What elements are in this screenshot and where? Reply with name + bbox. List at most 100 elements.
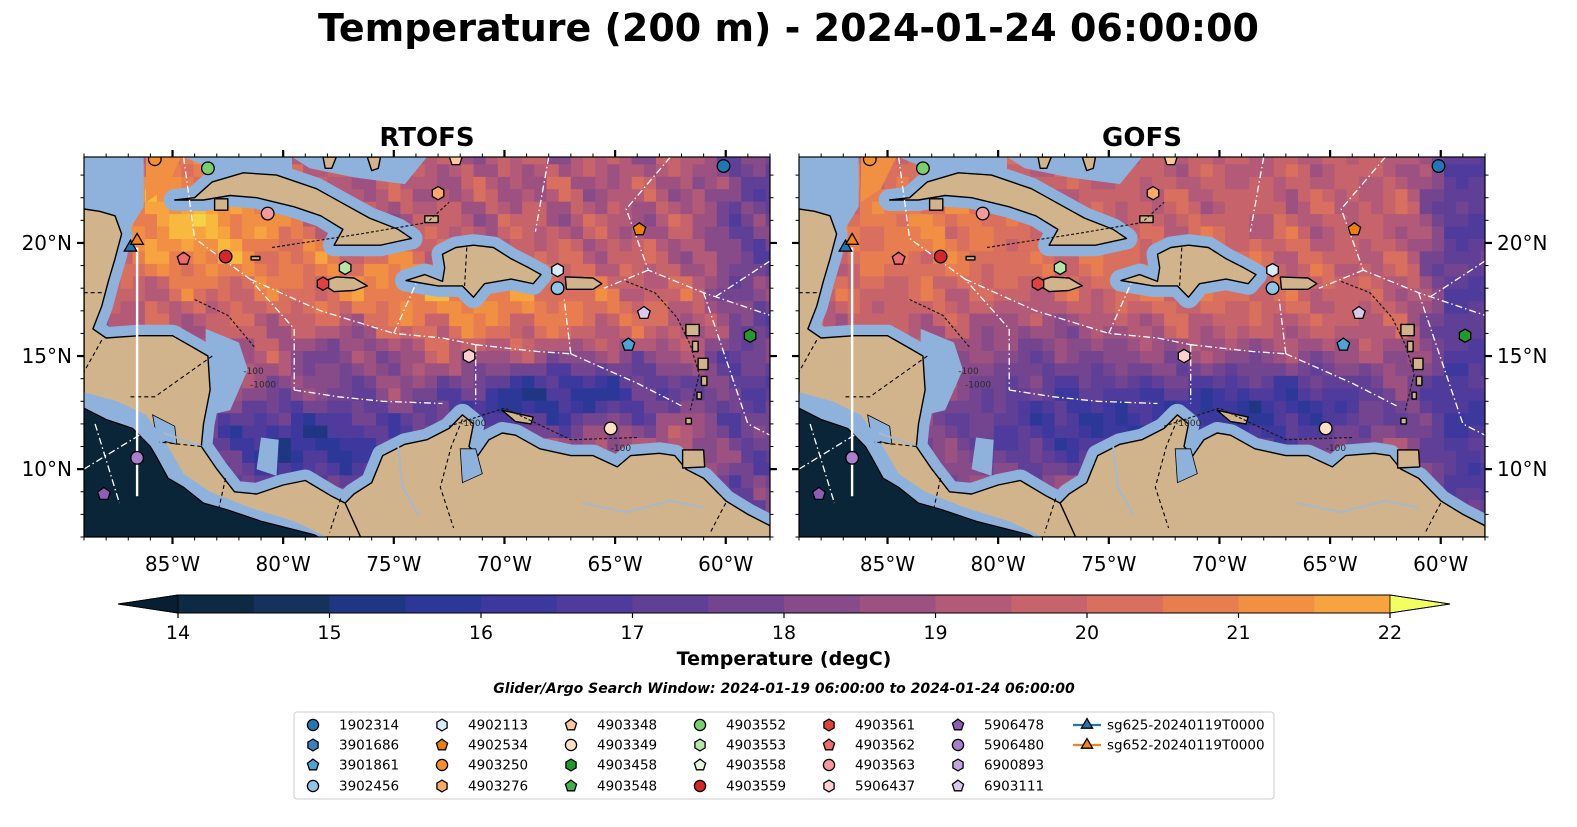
field-cell xyxy=(278,387,292,401)
field-cell xyxy=(872,275,885,289)
field-cell xyxy=(473,176,487,190)
field-cell xyxy=(558,213,572,227)
eez-boundary xyxy=(964,278,1191,346)
field-cell xyxy=(1127,188,1141,202)
legend-label: 4903558 xyxy=(726,758,786,774)
field-cell xyxy=(303,313,316,327)
field-cell xyxy=(1419,387,1433,401)
field-cell xyxy=(1030,400,1043,414)
bathymetry-contour xyxy=(987,201,1165,249)
colorbar-segment xyxy=(1238,595,1315,613)
field-cell xyxy=(1310,238,1323,252)
field-cell xyxy=(510,375,523,389)
field-cell xyxy=(1371,325,1384,339)
field-cell xyxy=(729,163,742,177)
field-cell xyxy=(169,176,182,190)
field-cell xyxy=(741,474,754,488)
bathymetry-contour xyxy=(625,280,700,411)
field-cell xyxy=(607,250,621,264)
field-cell xyxy=(534,350,548,364)
legend-marker-4903562 xyxy=(822,738,836,751)
field-cell xyxy=(1285,362,1299,376)
field-cell xyxy=(595,188,608,202)
field-cell xyxy=(704,213,718,227)
field-cell xyxy=(1066,437,1080,451)
field-cell xyxy=(217,437,231,451)
pacific-deep-gofs xyxy=(799,392,1043,537)
field-cell xyxy=(1176,201,1190,215)
field-cell xyxy=(363,362,377,376)
field-cell xyxy=(1419,313,1433,327)
field-cell xyxy=(1383,188,1396,202)
land-martinique xyxy=(697,357,709,371)
field-cell xyxy=(884,226,897,239)
field-cell xyxy=(957,313,970,327)
field-cell xyxy=(1285,412,1299,426)
field-cell xyxy=(1480,163,1485,177)
field-cell xyxy=(1334,213,1348,227)
field-cell xyxy=(376,375,389,389)
field-cell xyxy=(1054,437,1068,451)
field-cell xyxy=(704,300,718,314)
field-cell xyxy=(327,338,341,351)
field-cell xyxy=(729,176,742,190)
field-cell xyxy=(1419,400,1433,414)
field-cell xyxy=(753,188,767,202)
field-cell xyxy=(716,176,730,190)
field-cell xyxy=(437,375,450,389)
field-cell xyxy=(412,325,426,339)
field-cell xyxy=(1018,449,1031,463)
land-bahamas2 xyxy=(366,157,382,172)
field-cell xyxy=(534,387,548,401)
field-cell xyxy=(290,250,304,264)
field-cell xyxy=(680,300,694,314)
field-cell xyxy=(981,375,995,389)
field-cell xyxy=(1310,213,1323,227)
colorbar-tick-label: 14 xyxy=(166,622,190,644)
field-cell xyxy=(1078,338,1092,351)
field-cell xyxy=(266,400,280,414)
field-cell xyxy=(1456,400,1469,414)
field-cell xyxy=(729,288,742,302)
field-cell xyxy=(315,263,328,277)
field-cell xyxy=(1480,362,1485,376)
field-cell xyxy=(729,325,742,339)
country-border xyxy=(845,355,928,398)
field-cell xyxy=(315,250,328,264)
platform-4903458 xyxy=(1458,328,1472,344)
land-cayman xyxy=(250,255,261,261)
field-cell xyxy=(765,300,770,314)
field-cell xyxy=(1334,250,1348,264)
field-cell xyxy=(278,275,292,289)
field-cell xyxy=(424,400,438,414)
field-cell xyxy=(510,226,523,239)
legend-label: sg652-20240119T0000 xyxy=(1107,738,1265,754)
page-title: Temperature (200 m) - 2024-01-24 06:00:0… xyxy=(317,6,1259,50)
field-cell xyxy=(981,313,995,327)
field-cell xyxy=(1419,300,1433,314)
field-cell xyxy=(1200,300,1214,314)
field-cell xyxy=(242,325,255,339)
field-cell xyxy=(327,313,341,327)
field-cell xyxy=(181,176,195,190)
field-cell xyxy=(1456,350,1469,364)
field-cell xyxy=(327,449,341,463)
colorbar-tick-label: 21 xyxy=(1226,622,1250,644)
field-cell xyxy=(704,325,718,339)
field-cell xyxy=(1322,313,1336,327)
field-cell xyxy=(181,157,195,165)
colorbar-tick-label: 18 xyxy=(772,622,796,644)
land-curacao xyxy=(501,409,534,425)
field-cell xyxy=(1310,263,1323,277)
field-cell xyxy=(1431,425,1445,438)
field-cell xyxy=(1322,163,1336,177)
legend-marker-4903250 xyxy=(435,758,449,772)
field-cell xyxy=(1468,238,1482,252)
field-cell xyxy=(497,213,511,227)
field-cell xyxy=(741,238,754,252)
field-cell xyxy=(1164,387,1177,401)
field-cell xyxy=(315,387,328,401)
field-cell xyxy=(1152,375,1165,389)
field-cell xyxy=(1298,338,1311,351)
field-cell xyxy=(729,338,742,351)
